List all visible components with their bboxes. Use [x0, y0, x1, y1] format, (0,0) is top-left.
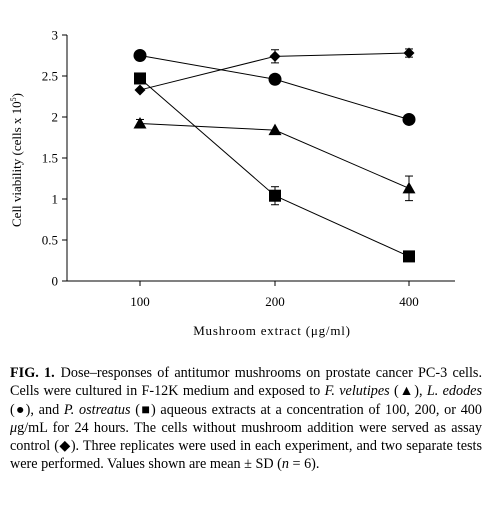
series-line-square — [139, 78, 410, 257]
chart-marks — [133, 47, 416, 263]
data-point-circle — [133, 49, 147, 62]
chart-axes: 0 0.5 1 1.5 2 2.5 3 100 200 400 — [42, 28, 455, 309]
caption-n: n — [281, 456, 289, 473]
figure-caption: FIG. 1. Dose–responses of antitumor mushr… — [10, 364, 482, 474]
caption-label: FIG. 1. — [10, 365, 55, 381]
y-tick-label: 1.5 — [42, 151, 58, 166]
caption-text: (▲), — [389, 383, 427, 400]
y-tick-label: 0 — [52, 274, 59, 289]
caption-species: F. velutipes — [324, 383, 390, 400]
caption-text: Dose–responses of antitumor mushrooms on… — [10, 365, 482, 400]
y-axis-label: Cell viability (cells x 105) — [9, 93, 24, 227]
x-tick-label: 400 — [399, 294, 419, 309]
series-line-circle — [139, 55, 410, 120]
data-point-circle — [402, 112, 416, 126]
caption-text: = 6). — [288, 456, 320, 473]
x-axis-label: Mushroom extract (μg/ml) — [193, 323, 351, 338]
data-point-square — [269, 189, 281, 202]
x-tick-label: 200 — [265, 294, 285, 309]
y-tick-label: 2 — [52, 110, 59, 125]
caption-mu: μ — [10, 419, 18, 436]
caption-species: P. ostreatus — [63, 401, 131, 418]
data-point-circle — [268, 72, 282, 86]
y-tick-label: 1 — [52, 192, 59, 207]
caption-species: L. edodes — [426, 383, 482, 400]
data-point-diamond — [269, 50, 281, 62]
data-point-triangle — [402, 181, 416, 194]
x-tick-label: 100 — [130, 294, 150, 309]
data-point-square — [403, 250, 415, 263]
data-point-triangle — [133, 117, 147, 129]
data-point-triangle — [268, 123, 282, 136]
data-point-diamond — [134, 84, 146, 96]
data-point-square — [134, 72, 146, 85]
caption-text: g/mL for 24 hours. The cells without mus… — [10, 419, 482, 473]
data-point-diamond — [403, 47, 415, 59]
caption-text: (■) aqueous extracts at a concentration … — [130, 401, 482, 418]
y-tick-label: 3 — [52, 28, 59, 43]
y-tick-label: 2.5 — [42, 69, 58, 84]
caption-text: (●), and — [10, 401, 64, 418]
y-tick-label: 0.5 — [42, 233, 58, 248]
